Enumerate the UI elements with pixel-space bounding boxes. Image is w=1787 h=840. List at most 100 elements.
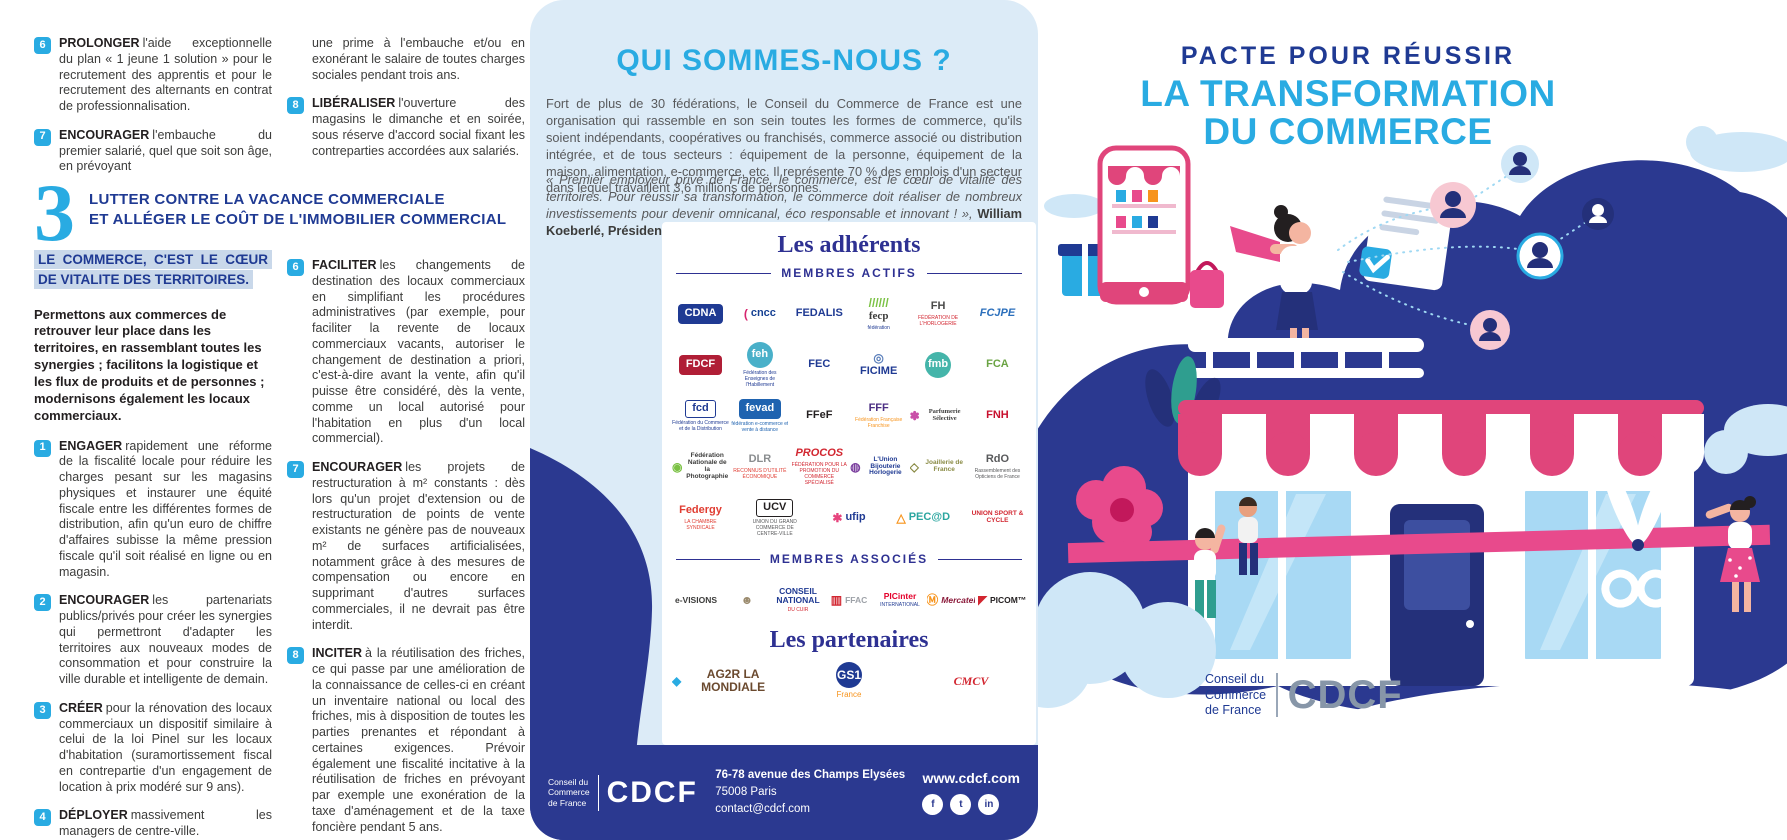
section-3-intro: Permettons aux commerces de retrouver le… [34, 306, 265, 423]
item-lead: CRÉER [59, 700, 103, 715]
partners-title: Les partenaires [769, 627, 929, 653]
logo-fedalis: FEDALIS [791, 291, 848, 337]
cncc-label: cncc [750, 307, 776, 320]
item-text: FACILITER les changements de destination … [312, 258, 525, 446]
logo-fh-horlogerie: FH FÉDÉRATION DE L'HORLOGERIE [910, 291, 967, 337]
item-number-badge: 8 [287, 97, 304, 115]
facebook-icon[interactable]: f [922, 794, 944, 815]
fn-photographie-icon: ◉ [672, 460, 683, 474]
numbered-item-4: 4 DÉPLOYER massivement les managers de cen… [34, 808, 272, 840]
logo-ag2r-la-mondiale: ◆ AG2R LA MONDIALE [672, 658, 782, 704]
logo-fec: FEC [791, 342, 848, 388]
linkedin-icon[interactable]: in [978, 794, 1000, 815]
logo-pic-inter: PICinter INTERNATIONAL [876, 577, 924, 623]
section-3-column-1: LE COMMERCE, C'EST LE CŒUR DE VITALITE D… [34, 250, 272, 840]
mercatel-icon: Ⓜ [927, 593, 939, 607]
logo-fn-photographie: ◉ Fédération Nationale de la Photographie [672, 444, 729, 490]
logo-fmb: fmb [910, 342, 967, 388]
who-are-we-paragraph: Fort de plus de 30 fédérations, le Conse… [546, 96, 1022, 196]
person-left-1 [1194, 524, 1226, 618]
ficime-label: FICIME [860, 365, 898, 378]
logo-cdna: CDNA [672, 291, 729, 337]
item-lead: ENGAGER [59, 438, 123, 453]
active-members-row-5: Federgy LA CHAMBRE SYNDICALE UCV UNION DU G… [672, 494, 1026, 542]
item-text: ENCOURAGER les projets de restructuration… [312, 460, 525, 632]
cmcv-label: CMCV [953, 673, 989, 688]
logo-divider [1276, 673, 1278, 718]
logo-fca: FCA [969, 342, 1026, 388]
logo-divider [597, 774, 599, 811]
logo-federgy: Federgy LA CHAMBRE SYNDICALE [672, 495, 729, 541]
fedalis-label: FEDALIS [795, 307, 843, 320]
feh-caption: Fédération des Enseignes de l'Habillemen… [743, 370, 777, 388]
cdcf-cover-logo: Conseil du Commerce de France CDCF [1205, 672, 1403, 719]
fcjpe-label: FCJPE [979, 307, 1016, 320]
item-number-badge: 8 [287, 647, 304, 665]
logo-union-sport-cycle: UNION SPORT & CYCLE [969, 495, 1026, 541]
person-right-woman [1705, 496, 1760, 612]
item-text: PROLONGER l'aide exceptionnelle du plan «… [59, 36, 272, 113]
section-3-header: 3 LUTTER CONTRE LA VACANCE COMMERCIALE E… [34, 167, 514, 258]
item-text: INCITER à la réutilisation des friches, c… [312, 646, 525, 834]
fcd-caption: Fédération du Commerce et de la Distribu… [672, 419, 729, 432]
item-lead: LIBÉRALISER [312, 96, 396, 111]
left-panel-top-column-1: 6 PROLONGER l'aide exceptionnelle du plan … [34, 36, 272, 188]
item-lead: PROLONGER [59, 36, 140, 50]
rdo-opticiens-label: RdO [985, 453, 1010, 466]
section-number: 3 [34, 167, 75, 258]
ffac-label: FFAC [845, 594, 868, 605]
logo-ucv: UCV UNION DU GRAND COMMERCE DE CENTRE-VIL… [746, 495, 803, 541]
ffef-label: FFeF [806, 409, 833, 422]
ucv-label: UCV [756, 499, 794, 517]
active-members-row-3: fcd Fédération du Commerce et de la Distr… [672, 392, 1026, 440]
logo-conseil-national-du-cuir: CONSEIL NATIONAL DU CUIR [774, 577, 822, 623]
conseil-national-du-cuir-caption: DU CUIR [787, 606, 809, 613]
procos-label: PROCOS [795, 447, 844, 460]
fecp-icon: ////// [868, 296, 889, 311]
cover-title: PACTE POUR RÉUSSIR LA TRANSFORMATION DU … [1140, 42, 1556, 152]
ufip-icon: ✱ [832, 511, 843, 525]
person-left-2 [1238, 497, 1258, 575]
logo-fecp: //////fecp fédération [850, 291, 907, 337]
item-text: LIBÉRALISER l'ouverture des magasins le d… [312, 96, 525, 158]
section-3-column-2: 6 FACILITER les changements de destination… [287, 258, 525, 840]
procos-caption: FÉDÉRATION POUR LA PROMOTION DU COMMERCE… [791, 461, 847, 486]
item-number-badge: 1 [34, 439, 51, 457]
e-visions-label: e-VISIONS [674, 594, 718, 605]
logo-cmcv: CMCV [916, 658, 1026, 704]
numbered-item-8: 8 LIBÉRALISER l'ouverture des magasins le … [287, 96, 525, 159]
parfumerie-selective-label: Parfumerie Sélective [928, 408, 961, 422]
twitter-icon[interactable]: t [950, 794, 972, 815]
logo-joaillerie-de-france: ◇ Joaillerie de France [910, 444, 967, 490]
item-lead: DÉPLOYER [59, 808, 128, 823]
item-lead: INCITER [312, 646, 362, 661]
logo-fcjpe: FCJPE [969, 291, 1026, 337]
logo-cncc: (cncc [731, 291, 788, 337]
item-lead: FACILITER [312, 258, 377, 272]
pic-inter-label: PICinter [883, 590, 917, 601]
website-url[interactable]: www.cdcf.com [922, 770, 1020, 786]
logo-union-bijouterie-horlogerie: ◍ L'Union Bijouterie Horlogerie [850, 444, 907, 490]
cdcf-logo-wordmark: Conseil du Commerce de France [548, 776, 590, 808]
fcd-label: fcd [685, 400, 716, 418]
joaillerie-de-france-icon: ◇ [909, 460, 919, 474]
shopping-bag-icon [1190, 261, 1224, 308]
cncc-icon: ( [743, 307, 748, 321]
striped-awning [1178, 414, 1704, 476]
cdcf-acronym: CDCF [1287, 672, 1403, 717]
peony-flower [1076, 466, 1163, 548]
clouds-foreground [1038, 404, 1787, 708]
logo-ffac: ▥ FFAC [825, 577, 873, 623]
fmb-label: fmb [925, 352, 952, 378]
logo-picom: ◤ PICOM™ [978, 577, 1026, 623]
contact-email[interactable]: contact@cdcf.com [715, 802, 811, 815]
pic-inter-caption: INTERNATIONAL [880, 602, 920, 609]
president-quote: « Premier employeur privé de France, le … [546, 172, 1022, 238]
pecad-icon: △ [896, 511, 906, 525]
bottom-cloud-white-2 [1038, 722, 1368, 840]
user-avatars [1430, 145, 1614, 350]
footer-website-block: www.cdcf.com f t in [922, 770, 1020, 815]
logo-mercatel: Ⓜ Mercatel [927, 577, 975, 623]
feh-label: feh [746, 342, 773, 368]
fdcf-label: FDCF [678, 355, 723, 375]
